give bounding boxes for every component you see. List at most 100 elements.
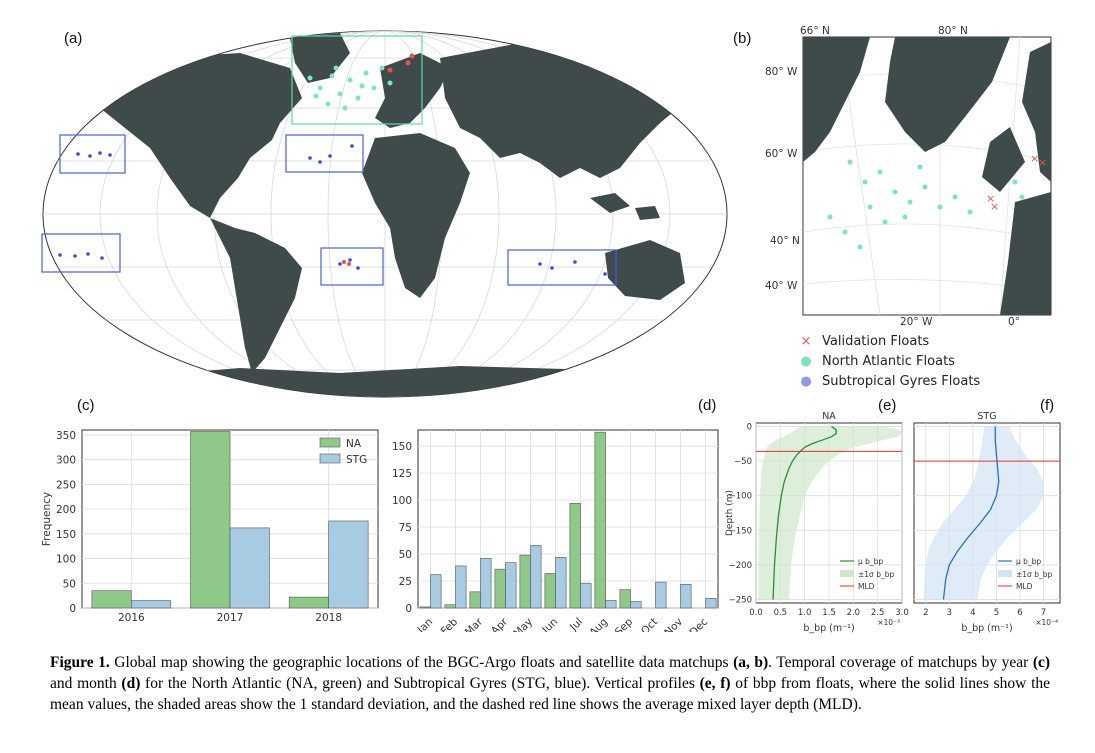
bar-stg <box>580 582 592 609</box>
x-tick-label: Sep <box>613 616 636 632</box>
bar-stg <box>505 562 517 609</box>
y-tick-label: 50 <box>399 549 412 561</box>
x-tick-label: 0.0 <box>749 608 763 618</box>
bar-stg <box>430 574 442 609</box>
y-tick-label: 350 <box>56 430 76 442</box>
bar-stg <box>555 556 567 609</box>
panel-label-c: (c) <box>77 397 95 414</box>
y-tick-label: 150 <box>56 529 76 541</box>
legend-north-atlantic-floats: ● North Atlantic Floats <box>798 354 955 369</box>
bar-stg <box>328 520 369 609</box>
chart-c-yearly: 0 50 100 150 200 250 300 350 2016 2017 2018 Frequen… <box>41 429 379 624</box>
subtropical-gyre-floats <box>58 144 607 276</box>
bar-na <box>419 606 431 609</box>
figure-caption: Figure 1. Global map showing the geograp… <box>50 652 1050 715</box>
caption-ref: (a, b) <box>733 654 769 671</box>
legend-label: Validation Floats <box>822 334 930 349</box>
global-map <box>41 30 728 398</box>
y-tick-label: −50 <box>734 457 752 467</box>
caption-ref: (c) <box>1032 654 1051 671</box>
x-tick-label: 0.5 <box>774 608 788 618</box>
legend-mld-label: MLD <box>858 582 875 591</box>
x-tick-label: Oct <box>639 616 660 632</box>
bar-stg <box>680 583 692 609</box>
x-tick-label: 5 <box>994 608 999 618</box>
y-tick-label: 0 <box>69 603 76 615</box>
lon-label-80n: 80° N <box>938 25 968 37</box>
bar-na <box>91 590 132 609</box>
legend-swatch-na <box>319 437 341 448</box>
x-tick-label: 2.0 <box>847 608 861 618</box>
caption-text: Global map showing the geographic locati… <box>109 654 734 671</box>
north-atlantic-floats <box>307 65 393 111</box>
y-tick-label: 125 <box>392 468 412 480</box>
lat-label-60w: 60° W <box>765 148 798 160</box>
x-axis-multiplier: ×10⁻⁴ <box>1035 618 1058 627</box>
north-atlantic-region-box <box>291 35 423 125</box>
lon-label-0: 0° <box>1008 316 1020 328</box>
bar-stg <box>605 600 617 609</box>
sd-band <box>758 426 902 600</box>
bar-stg <box>131 600 172 609</box>
profile-title: NA <box>822 411 836 422</box>
subtropical-gyre-boxes <box>41 134 617 286</box>
x-tick-label: Mar <box>463 615 486 632</box>
caption-ref: (e, f) <box>699 675 731 692</box>
x-tick-label: Aug <box>587 616 610 632</box>
x-tick-label: 2016 <box>118 612 145 624</box>
legend-label-na: NA <box>346 438 362 450</box>
y-tick-label: 100 <box>56 554 76 566</box>
legend-subtropical-gyres-floats: ● Subtropical Gyres Floats <box>798 374 980 389</box>
plot-frame <box>417 429 719 609</box>
x-tick-label: 4 <box>970 608 975 618</box>
bar-na <box>619 589 631 609</box>
legend-sd-swatch <box>998 570 1012 577</box>
legend-label: North Atlantic Floats <box>822 354 955 369</box>
legend-label-stg: STG <box>346 454 367 466</box>
sd-band <box>923 426 1044 600</box>
caption-ref: (d) <box>121 675 141 692</box>
lon-label-66n: 66° N <box>800 25 830 37</box>
map-b-validation-floats: ×××× <box>986 152 1047 213</box>
bar-na <box>544 573 556 609</box>
svg-text:×: × <box>1030 152 1039 165</box>
x-tick-label: May <box>511 616 535 632</box>
validation-floats-stg <box>342 260 351 266</box>
lat-label-40w: 40° W <box>765 280 798 292</box>
legend-sd-label: ±1σ b_bp <box>1016 570 1052 579</box>
x-tick-label: 2 <box>923 608 928 618</box>
caption-fig: Figure 1. <box>50 654 110 671</box>
x-tick-label: 7 <box>1041 608 1046 618</box>
svg-text:×: × <box>986 192 995 205</box>
mean-line <box>942 426 1000 600</box>
map-b-land <box>803 37 1051 315</box>
bar-na <box>494 568 506 609</box>
y-tick-label: 100 <box>392 495 412 507</box>
panel-label-b: (b) <box>733 30 752 47</box>
svg-text:×: × <box>990 200 999 213</box>
x-tick-label: 3.0 <box>895 608 909 618</box>
x-axis-label: b_bp (m⁻¹) <box>803 623 854 634</box>
x-tick-label: 2017 <box>217 612 244 624</box>
x-tick-label: Feb <box>439 616 461 632</box>
legend-sd-label: ±1σ b_bp <box>858 570 894 579</box>
bar-na <box>519 554 531 609</box>
y-tick-label: 50 <box>63 578 76 590</box>
bar-na <box>594 431 606 609</box>
x-tick-label: 1.5 <box>822 608 836 618</box>
bar-na <box>469 591 481 609</box>
y-tick-label: 150 <box>392 441 412 453</box>
bar-na <box>444 604 456 609</box>
bar-stg <box>229 527 270 609</box>
bar-stg <box>655 581 667 609</box>
bar-stg <box>705 597 717 609</box>
lat-label-80w: 80° W <box>765 66 798 78</box>
panel-label-e: (e) <box>878 397 897 414</box>
caption-text: of bbp from floats, where the solid line… <box>50 675 1051 713</box>
y-tick-label: 200 <box>56 504 76 516</box>
lon-label-20w: 20° W <box>900 316 933 328</box>
y-tick-label: 0 <box>405 603 412 615</box>
bar-stg <box>530 545 542 609</box>
x-tick-label: Jun <box>539 616 560 632</box>
bar-na <box>288 596 329 609</box>
